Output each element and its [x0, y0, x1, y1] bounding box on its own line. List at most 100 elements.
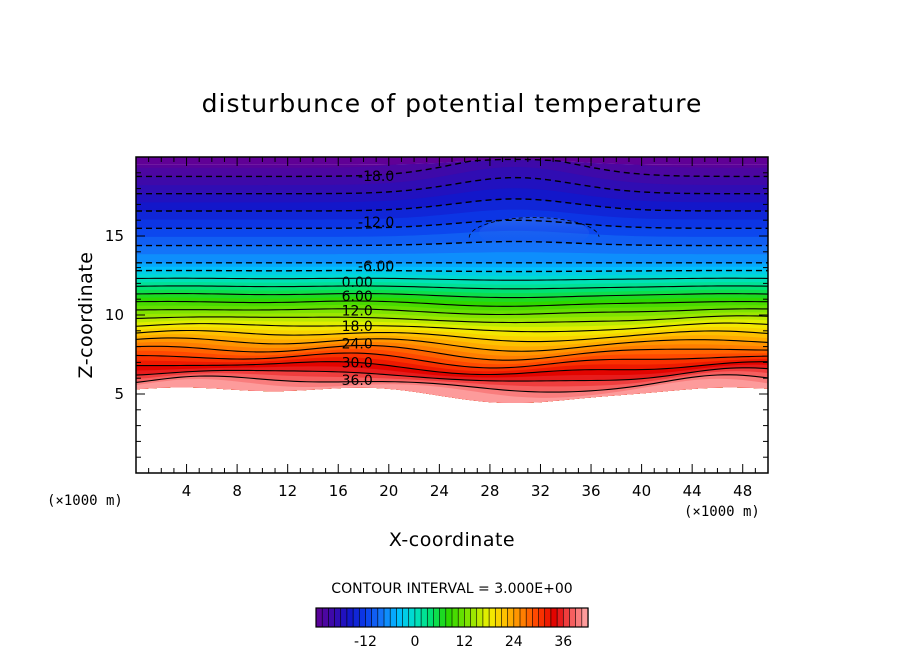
contour-line	[136, 361, 768, 376]
contour-line	[136, 269, 768, 273]
colorbar-cell	[544, 607, 552, 628]
colorbar-cell	[519, 607, 527, 628]
contour-label: -6.00	[358, 259, 394, 275]
contour-line	[136, 158, 768, 178]
x-tick-label: 24	[430, 482, 449, 500]
y-axis-label: Z-coordinate	[75, 252, 97, 379]
y-axis: 5 10 15	[105, 172, 768, 458]
colorbar-cell	[328, 607, 336, 628]
contour-line	[136, 344, 768, 361]
colorbar-cell	[581, 607, 589, 628]
colorbar-cell	[389, 607, 397, 628]
colorbar-cell	[538, 607, 546, 628]
colorbar-cell	[532, 607, 540, 628]
x-tick-label: 4	[182, 482, 192, 500]
colorbar-tick-label: 0	[410, 634, 419, 650]
colorbar-cell	[340, 607, 348, 628]
colorbar-cell	[457, 607, 465, 628]
colorbar-cell	[513, 607, 521, 628]
colorbar-cell	[507, 607, 515, 628]
contour-label: 0.00	[342, 275, 373, 291]
contour-line	[136, 308, 768, 316]
contour-line	[136, 315, 768, 324]
colorbar-cell	[414, 607, 422, 628]
contour-line	[136, 285, 768, 290]
colorbar-cell	[569, 607, 577, 628]
contour-lines	[136, 158, 768, 393]
colorbar-cell	[377, 607, 385, 628]
colorbar-tick-label: 24	[505, 634, 523, 650]
colorbar-cell	[402, 607, 410, 628]
colorbar-cell	[575, 607, 583, 628]
contour-line	[136, 198, 768, 212]
contour-interval: CONTOUR INTERVAL = 3.000E+00	[331, 581, 572, 597]
colorbar-tick-label: -12	[354, 634, 377, 650]
x-axis-label: X-coordinate	[389, 529, 515, 551]
colorbar-cell	[420, 607, 428, 628]
chart-title: disturbunce of potential temperature	[202, 89, 703, 118]
colorbar-cell	[488, 607, 496, 628]
colorbar-cell	[346, 607, 354, 628]
dip-highlight	[479, 216, 590, 249]
contour-line	[136, 322, 768, 333]
colorbar-cell	[470, 607, 478, 628]
colorbar-cell	[451, 607, 459, 628]
colorbar-cell	[501, 607, 509, 628]
colorbar-cell	[445, 607, 453, 628]
contour-label: 24.0	[342, 336, 373, 352]
x-tick-label: 32	[531, 482, 550, 500]
contour-line	[136, 367, 768, 382]
colorbar-cell	[426, 607, 435, 628]
x-axis: 4 8 12 16 20 24 28 32 36 40 44 48	[148, 157, 756, 500]
contour-label: -18.0	[358, 169, 394, 185]
contour-line	[136, 219, 768, 229]
colorbar-cell	[352, 607, 360, 628]
colorbar-cell	[408, 607, 416, 628]
contour-line	[136, 176, 768, 195]
contour-label: 6.00	[342, 289, 373, 305]
colorbar-cell	[396, 607, 404, 628]
contour-band	[136, 378, 768, 404]
colorbar-cell	[358, 607, 367, 628]
colorbar-cell	[383, 607, 391, 628]
colorbar-cell	[439, 607, 447, 628]
colorbar-ticks: -12 0 12 24 36	[354, 634, 572, 650]
x-tick-label: 28	[480, 482, 499, 500]
x-axis-unit: (×1000 m)	[684, 504, 760, 520]
x-tick-label: 36	[581, 482, 600, 500]
contour-label: 30.0	[342, 355, 373, 371]
x-tick-label: 40	[632, 482, 651, 500]
contour-line	[136, 337, 768, 352]
contour-line	[136, 293, 768, 299]
colorbar-cell	[556, 607, 564, 628]
colorbar-cell	[321, 607, 329, 628]
colorbar-cell	[365, 607, 373, 628]
contour-label: 12.0	[342, 303, 373, 319]
y-tick-label: 5	[114, 385, 124, 403]
colorbar-cell	[525, 607, 533, 628]
contour-line	[136, 329, 768, 343]
y-axis-unit: (×1000 m)	[47, 493, 123, 509]
contour-label: -12.0	[358, 215, 394, 231]
colorbar-cell	[494, 607, 503, 628]
colorbar-cell	[433, 607, 441, 628]
contour-label: 36.0	[342, 373, 373, 389]
x-tick-label: 44	[683, 482, 702, 500]
contour-line	[136, 277, 768, 281]
colorbar	[315, 607, 589, 628]
contour-line-dip	[468, 217, 600, 238]
x-tick-label: 16	[329, 482, 348, 500]
contour-line	[136, 374, 768, 393]
y-tick-label: 15	[105, 227, 124, 245]
x-tick-label: 12	[278, 482, 297, 500]
colorbar-cell	[371, 607, 379, 628]
colorbar-cell	[482, 607, 490, 628]
colorbar-tick-label: 36	[554, 634, 572, 650]
colorbar-cell	[562, 607, 571, 628]
contour-label: 18.0	[342, 319, 373, 335]
x-tick-label: 8	[232, 482, 242, 500]
colorbar-frame	[315, 607, 589, 628]
colorbar-cell	[334, 607, 342, 628]
